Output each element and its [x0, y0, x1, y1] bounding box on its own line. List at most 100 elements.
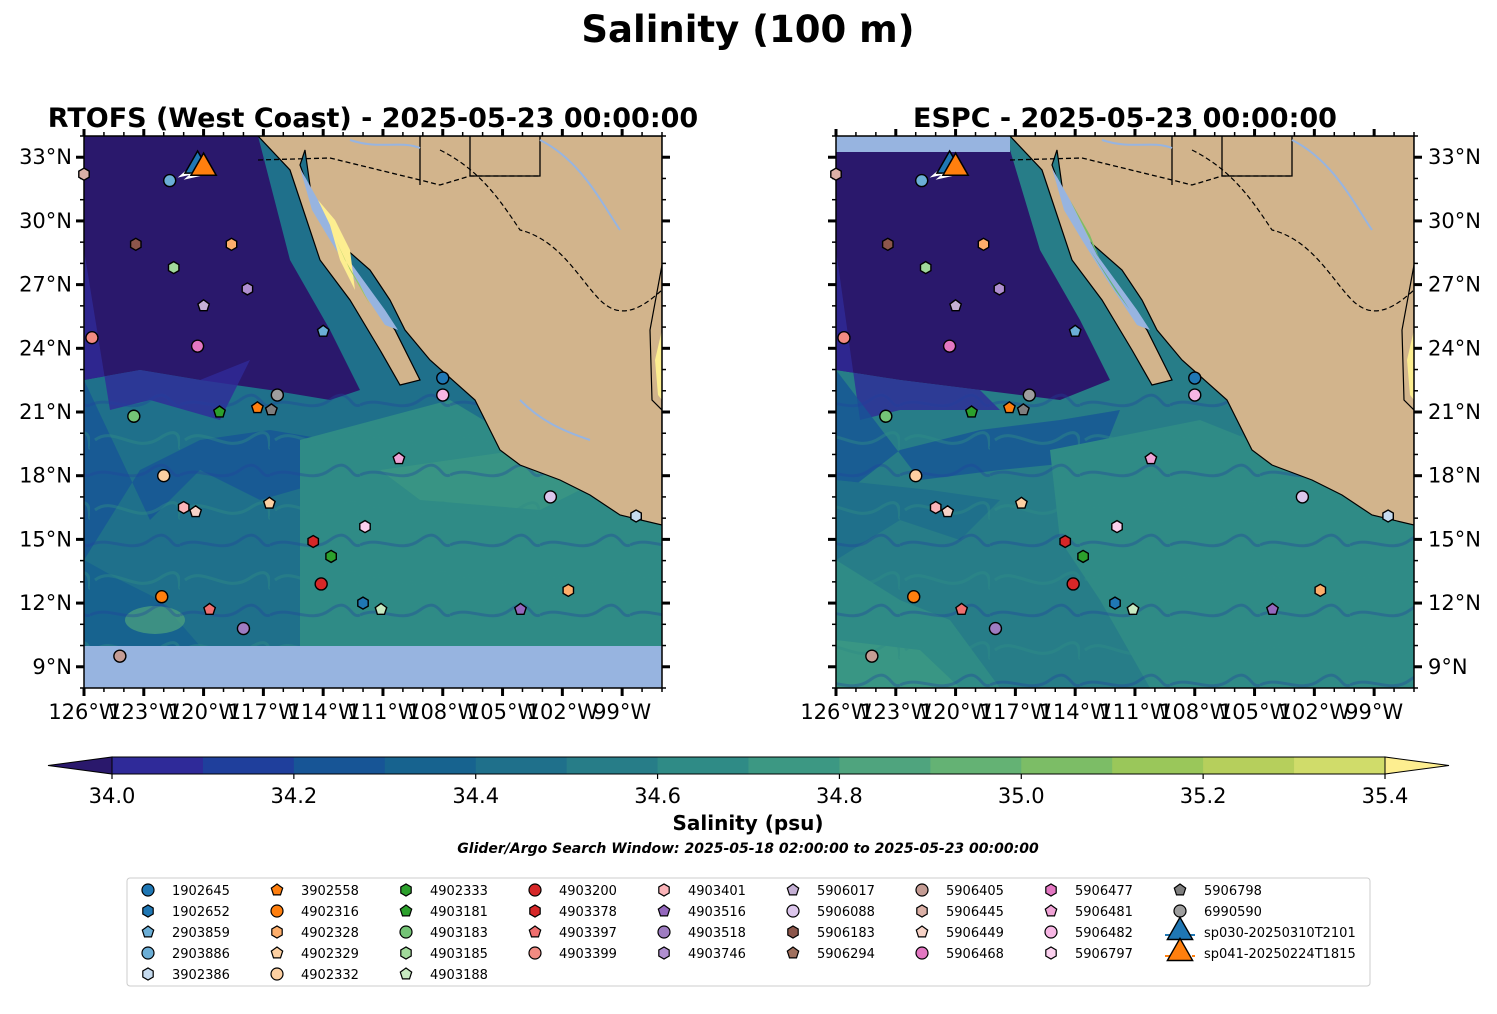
- float-marker: [1077, 549, 1090, 564]
- legend-label: 5906798: [1204, 884, 1262, 899]
- legend-items: 1902645 1902652 2903859 2903886 3902386 39025…: [141, 883, 1356, 983]
- y-tick-label: 33°N: [1428, 145, 1481, 169]
- legend-glider-marker: [1166, 936, 1194, 962]
- legend-label: 2903859: [172, 926, 230, 941]
- legend-marker: [786, 904, 800, 918]
- x-tick-label: 102°W: [1279, 700, 1351, 724]
- legend-label: 6990590: [1204, 905, 1262, 920]
- panel-espc: ESPC - 2025-05-23 00:00:00: [835, 103, 1415, 689]
- x-tick-label: 120°W: [168, 700, 240, 724]
- x-tick-label: 99°W: [593, 700, 651, 724]
- colorbar-cell: [475, 757, 568, 774]
- legend-label: 5906017: [817, 884, 875, 899]
- float-marker: [993, 282, 1006, 296]
- float-marker: [1382, 509, 1395, 523]
- y-tick-label: 24°N: [19, 336, 72, 360]
- colorbar-tick-label: 35.0: [998, 784, 1045, 808]
- float-marker: [1126, 602, 1140, 615]
- legend-label: 4903746: [688, 947, 746, 962]
- legend-marker: [141, 946, 155, 960]
- y-tick-label: 12°N: [1428, 591, 1481, 615]
- float-marker: [881, 237, 894, 252]
- map-field-rtofs: [84, 136, 662, 688]
- y-tick-label: 18°N: [1428, 464, 1481, 488]
- legend-label: 4903200: [559, 884, 617, 899]
- colorbar-cell: [1203, 757, 1295, 774]
- float-marker: [357, 596, 369, 610]
- x-tick-label: 120°W: [920, 700, 992, 724]
- float-marker: [436, 371, 450, 385]
- legend-label: 5906482: [1075, 926, 1133, 941]
- legend-label: 5906449: [946, 926, 1004, 941]
- legend-label: 5906445: [946, 905, 1004, 920]
- legend-label: 1902652: [172, 905, 230, 920]
- y-tick-label: 12°N: [19, 591, 72, 615]
- float-marker: [436, 388, 450, 402]
- y-tick-label: 30°N: [19, 209, 72, 233]
- colorbar-cell: [657, 757, 749, 774]
- legend-marker: [786, 883, 800, 896]
- float-marker: [1109, 596, 1121, 610]
- legend-label: 2903886: [172, 947, 230, 962]
- legend-label: 4902333: [430, 884, 488, 899]
- colorbar-cell: [202, 757, 295, 774]
- float-marker: [1265, 602, 1280, 615]
- float-marker: [236, 621, 251, 636]
- legend-marker: [400, 883, 412, 897]
- legend-marker: [141, 883, 155, 897]
- colorbar-label: Salinity (psu): [672, 811, 823, 835]
- colorbar-cells: [47, 756, 1450, 775]
- legend-marker: [270, 883, 284, 896]
- float-marker: [314, 577, 328, 591]
- x-tick-label: 123°W: [860, 700, 932, 724]
- colorbar-ticks: 34.0 34.2 34.4 34.6 34.8 35.0 35.2 35.4: [89, 774, 1408, 808]
- figure-title: Salinity (100 m): [581, 8, 914, 51]
- x-tick-label: 105°W: [1219, 700, 1291, 724]
- marker-layer: [78, 149, 1395, 663]
- float-marker: [316, 324, 330, 337]
- float-marker: [949, 298, 963, 312]
- colorbar-cell: [1112, 757, 1204, 774]
- y-tick-label: 15°N: [19, 527, 72, 551]
- legend-marker: [658, 883, 670, 897]
- legend-marker: [270, 967, 284, 981]
- float-marker: [1111, 519, 1123, 534]
- legend-marker: [528, 946, 542, 960]
- map-field-espc: [836, 136, 1414, 688]
- y-tick-label: 33°N: [19, 145, 72, 169]
- legend-marker: [529, 904, 541, 918]
- float-marker: [1014, 496, 1028, 509]
- float-marker: [270, 388, 285, 402]
- legend-marker: [1044, 925, 1058, 939]
- legend-marker: [915, 946, 929, 960]
- y-tick-label: 30°N: [1428, 209, 1481, 233]
- y-tick-label: 9°N: [32, 655, 72, 679]
- colorbar-cell: [566, 757, 659, 774]
- legend-label: 4903518: [688, 926, 746, 941]
- legend-marker: [916, 904, 928, 918]
- x-tick-label: 114°W: [1039, 700, 1111, 724]
- legend-label: 4903181: [430, 905, 488, 920]
- colorbar-tick-label: 34.8: [816, 784, 863, 808]
- float-marker: [78, 167, 90, 182]
- float-marker: [919, 260, 932, 275]
- axes-layer: 126°W123°W120°W117°W114°W111°W108°W105°W…: [19, 129, 1481, 724]
- legend-marker: [1173, 904, 1187, 918]
- colorbar-cell: [930, 757, 1022, 774]
- legend-marker: [1173, 883, 1187, 896]
- legend-marker: [399, 925, 413, 939]
- legend-marker: [657, 904, 671, 917]
- legend-marker: [270, 946, 284, 959]
- float-marker: [157, 468, 171, 483]
- float-marker: [1144, 451, 1158, 465]
- legend-label: 5906468: [946, 947, 1004, 962]
- float-marker: [127, 409, 141, 423]
- float-marker: [988, 621, 1003, 636]
- float-marker: [1066, 577, 1080, 591]
- float-marker: [129, 237, 142, 252]
- legend-label: 5906797: [1075, 947, 1133, 962]
- x-tick-label: 114°W: [287, 700, 359, 724]
- x-tick-label: 117°W: [980, 700, 1052, 724]
- y-tick-label: 21°N: [1428, 400, 1481, 424]
